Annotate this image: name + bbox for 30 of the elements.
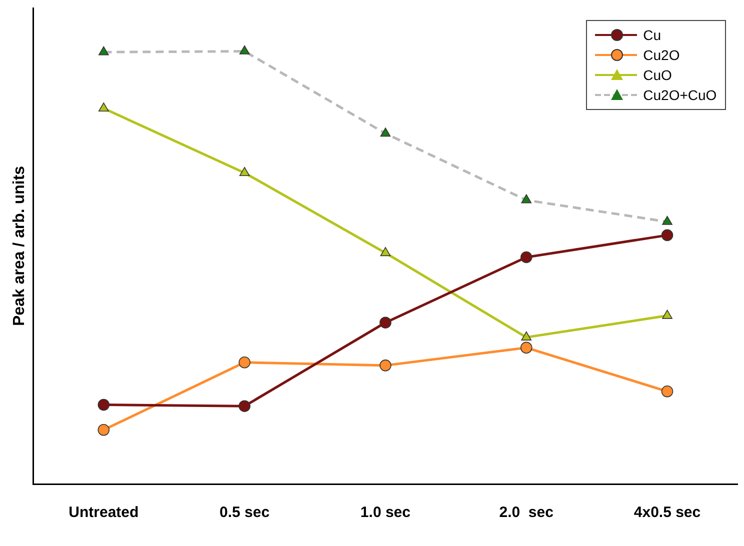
point — [521, 331, 532, 340]
point — [98, 424, 110, 436]
point — [521, 194, 532, 204]
x-tick-label: 4x0.5 sec — [634, 504, 701, 522]
point — [239, 166, 250, 176]
point — [380, 247, 391, 256]
point — [662, 310, 672, 319]
legend-label: Cu — [643, 27, 662, 43]
point — [238, 356, 250, 368]
legend-label: Cu2O+CuO — [643, 87, 717, 103]
point — [98, 398, 110, 411]
point — [239, 45, 250, 54]
point — [238, 400, 250, 412]
point — [380, 316, 392, 328]
point — [98, 46, 109, 56]
point — [380, 360, 392, 372]
point — [380, 128, 391, 137]
legend-label: CuO — [643, 67, 672, 83]
point — [520, 342, 532, 354]
point — [662, 216, 672, 225]
x-tick-label: 2.0 sec — [499, 504, 554, 522]
point — [98, 102, 109, 112]
x-tick-label: 1.0 sec — [360, 504, 410, 522]
x-tick-label: 0.5 sec — [220, 504, 270, 522]
y-axis-title: Peak area / arb. units — [11, 166, 28, 326]
x-tick-label: Untreated — [68, 504, 139, 522]
point — [520, 251, 532, 264]
point — [661, 385, 674, 398]
point — [661, 229, 674, 242]
legend-label: Cu2O — [643, 47, 680, 63]
